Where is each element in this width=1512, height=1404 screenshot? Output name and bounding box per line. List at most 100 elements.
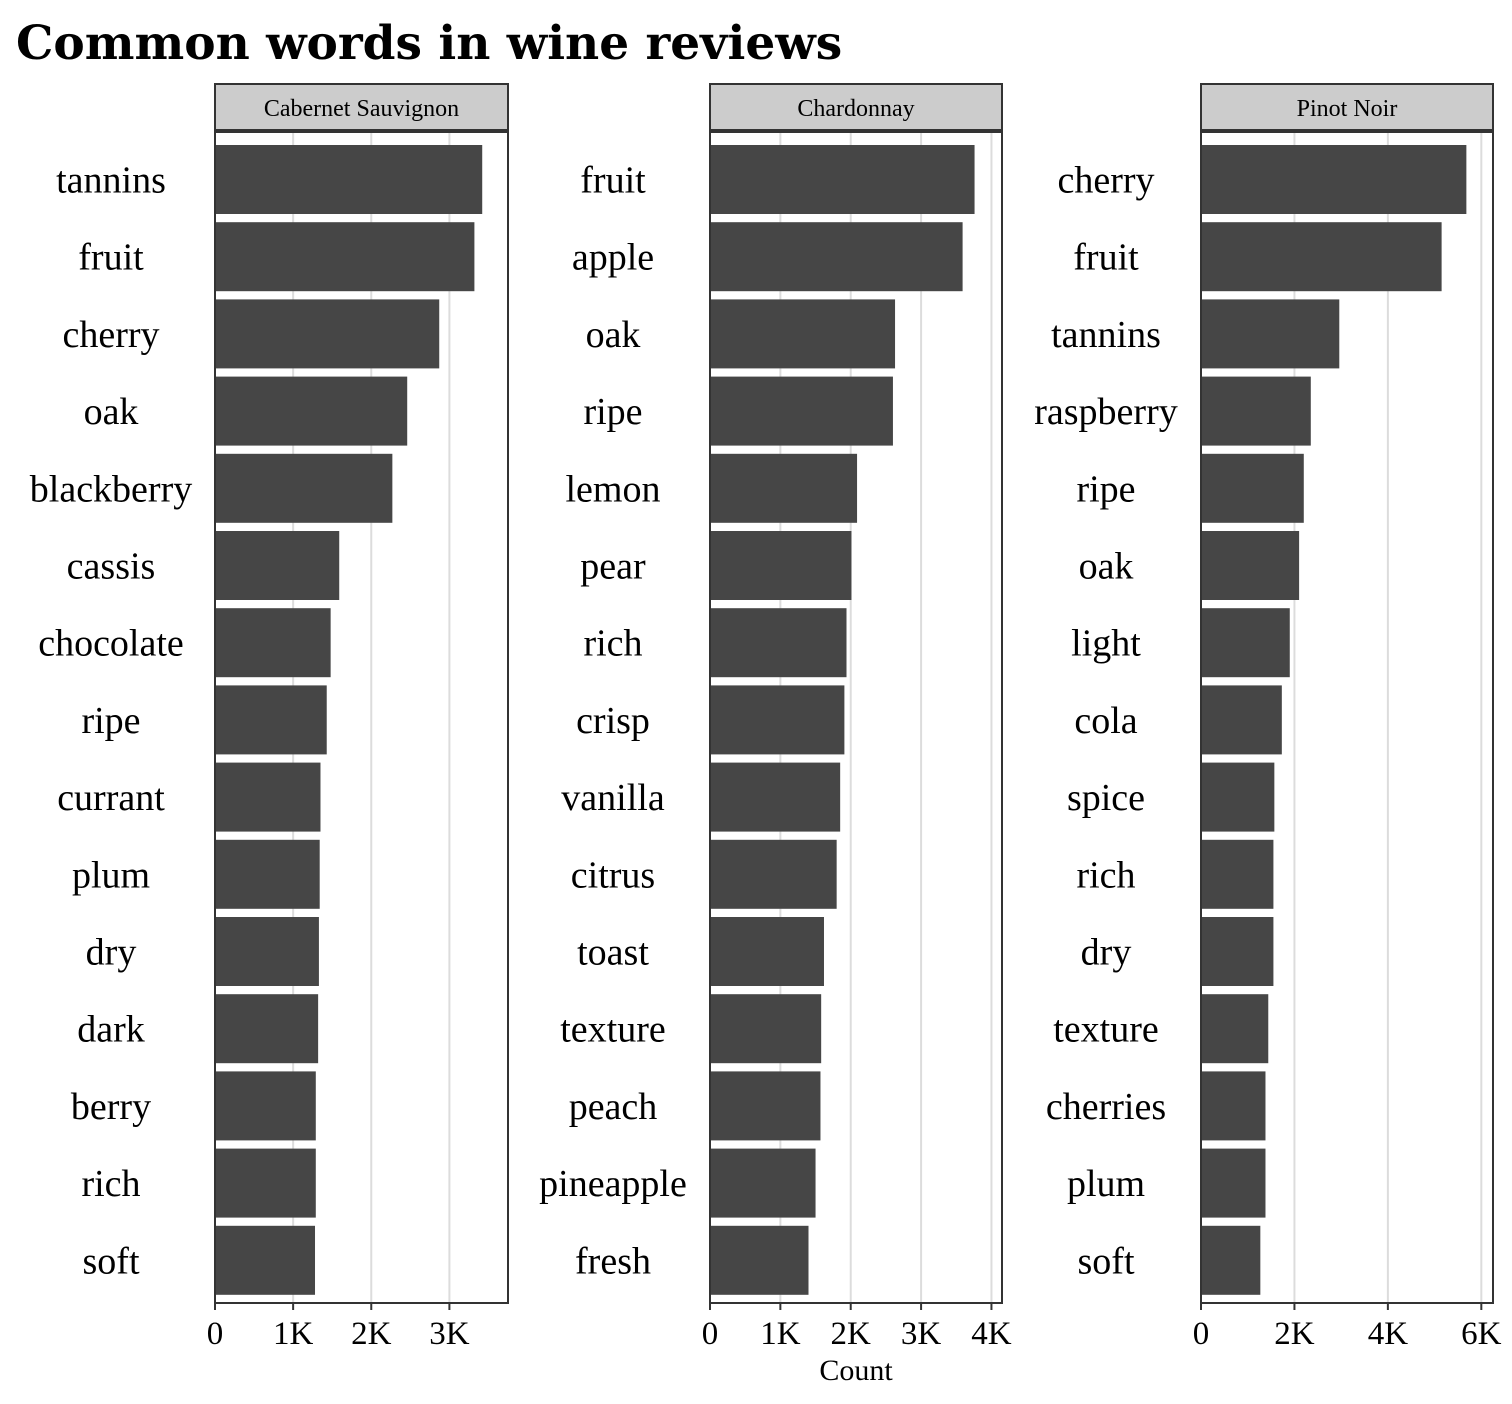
- category-label: raspberry: [1034, 391, 1177, 433]
- bar: [215, 222, 475, 292]
- category-label: dry: [86, 932, 137, 974]
- panel-frame: [709, 131, 1003, 1304]
- x-tick-label: 3K: [901, 1316, 942, 1352]
- category-label: rich: [583, 623, 642, 665]
- panel-frame: [1200, 131, 1494, 1304]
- bar: [710, 839, 837, 909]
- bar: [710, 145, 975, 214]
- bar: [1201, 222, 1442, 292]
- x-tick-label: 1K: [273, 1316, 314, 1352]
- bar: [215, 994, 319, 1064]
- bar: [215, 531, 340, 600]
- category-label: oak: [84, 391, 139, 433]
- category-label: chocolate: [38, 623, 184, 665]
- bar: [1201, 1225, 1261, 1295]
- category-label: plum: [72, 854, 150, 896]
- bar: [215, 145, 483, 214]
- x-tick-label: 2K: [1274, 1316, 1315, 1352]
- panel-frame: [214, 131, 509, 1304]
- category-label: citrus: [571, 854, 655, 896]
- category-label: fruit: [1073, 237, 1139, 279]
- x-tick-label: 0: [207, 1316, 224, 1352]
- x-tick-label: 4K: [1368, 1316, 1409, 1352]
- x-tick-label: 2K: [351, 1316, 392, 1352]
- facet-strip: [709, 83, 1003, 131]
- category-label: cherry: [1057, 160, 1154, 202]
- bar: [710, 994, 822, 1064]
- x-tick-label: 4K: [971, 1316, 1012, 1352]
- x-axis-title: Count: [819, 1354, 893, 1387]
- category-label: crisp: [576, 700, 650, 742]
- bar: [710, 685, 845, 755]
- category-label: currant: [57, 777, 165, 819]
- bar: [215, 685, 327, 755]
- chart-title: Common words in wine reviews: [16, 16, 842, 71]
- category-label: soft: [1078, 1240, 1135, 1282]
- category-label: oak: [586, 314, 641, 356]
- category-label: cherry: [62, 314, 159, 356]
- category-label: ripe: [583, 391, 642, 433]
- bar: [215, 917, 319, 986]
- facet-panel-2: Pinot Noir cherry fruit tannins raspberry rip…: [1034, 83, 1502, 1352]
- facet-panel-0: Cabernet Sauvignon tannins fruit cherry oak b…: [30, 83, 509, 1352]
- x-tick-label: 6K: [1461, 1316, 1502, 1352]
- bar: [710, 1225, 809, 1295]
- bar: [710, 917, 824, 986]
- bar: [1201, 994, 1269, 1064]
- bar: [710, 531, 852, 600]
- x-tick-label: 3K: [429, 1316, 470, 1352]
- bar: [710, 299, 896, 369]
- bar: [215, 1225, 316, 1295]
- category-label: fresh: [575, 1240, 651, 1282]
- category-label: tannins: [56, 160, 166, 202]
- category-label: texture: [560, 1009, 666, 1051]
- category-label: rich: [1076, 854, 1135, 896]
- bar: [1201, 1071, 1266, 1141]
- category-label: pineapple: [539, 1163, 687, 1205]
- bar: [710, 1148, 816, 1218]
- category-label: plum: [1067, 1163, 1145, 1205]
- category-label: peach: [569, 1086, 658, 1128]
- category-label: oak: [1079, 546, 1134, 588]
- facet-panels: Cabernet Sauvignon tannins fruit cherry oak b…: [30, 83, 1502, 1352]
- category-label: dark: [77, 1009, 145, 1051]
- category-label: berry: [71, 1086, 151, 1128]
- facet-strip: [214, 83, 509, 131]
- x-tick-label: 0: [1193, 1316, 1210, 1352]
- category-label: vanilla: [561, 777, 665, 819]
- category-label: cherries: [1046, 1086, 1166, 1128]
- category-label: pear: [580, 546, 646, 588]
- bar: [710, 222, 963, 292]
- category-label: fruit: [78, 237, 144, 279]
- bar: [1201, 762, 1275, 832]
- bar: [1201, 453, 1304, 523]
- category-label: apple: [572, 237, 654, 279]
- bar: [710, 762, 841, 832]
- bar: [710, 608, 847, 678]
- category-label: rich: [81, 1163, 140, 1205]
- x-tick-label: 1K: [760, 1316, 801, 1352]
- category-label: texture: [1053, 1009, 1159, 1051]
- bar: [215, 1071, 316, 1141]
- bar: [1201, 917, 1274, 986]
- x-tick-label: 2K: [831, 1316, 872, 1352]
- bar: [1201, 839, 1274, 909]
- bar: [215, 839, 320, 909]
- bar: [1201, 608, 1290, 678]
- x-tick-label: 0: [702, 1316, 719, 1352]
- bar: [1201, 1148, 1266, 1218]
- bar: [1201, 299, 1340, 369]
- category-label: cola: [1074, 700, 1137, 742]
- facet-strip-label: Pinot Noir: [1297, 96, 1398, 122]
- bar: [215, 608, 331, 678]
- category-label: toast: [577, 932, 649, 974]
- bar: [710, 376, 893, 446]
- category-label: light: [1071, 623, 1141, 665]
- bar: [710, 1071, 821, 1141]
- category-label: blackberry: [30, 468, 192, 510]
- category-label: ripe: [1076, 468, 1135, 510]
- bar: [215, 762, 321, 832]
- category-label: tannins: [1051, 314, 1161, 356]
- facet-strip-label: Cabernet Sauvignon: [264, 96, 459, 122]
